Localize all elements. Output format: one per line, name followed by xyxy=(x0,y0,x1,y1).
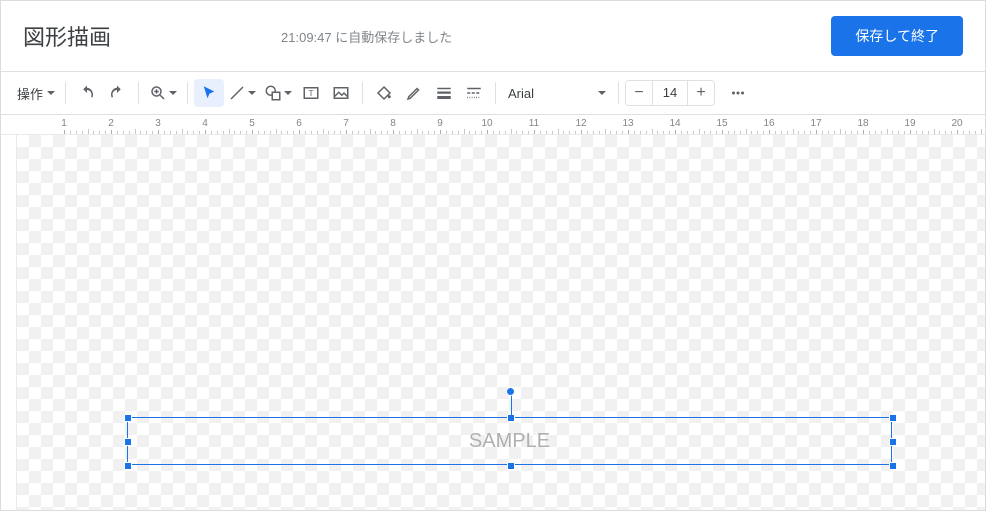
vertical-ruler xyxy=(1,135,17,510)
drawing-canvas[interactable]: SAMPLE xyxy=(17,135,985,510)
operations-menu-button[interactable]: 操作 xyxy=(13,79,59,107)
image-tool-button[interactable] xyxy=(326,79,356,107)
resize-handle[interactable] xyxy=(889,462,897,470)
cursor-icon xyxy=(200,84,218,102)
svg-text:T: T xyxy=(308,89,313,98)
select-tool-button[interactable] xyxy=(194,79,224,107)
line-dash-icon xyxy=(465,84,483,102)
chevron-down-icon xyxy=(598,91,606,95)
operations-label: 操作 xyxy=(17,84,43,103)
separator xyxy=(495,82,496,104)
selected-textbox[interactable]: SAMPLE xyxy=(127,417,892,465)
resize-handle[interactable] xyxy=(889,438,897,446)
canvas-container: SAMPLE xyxy=(1,135,985,510)
line-weight-button[interactable] xyxy=(429,79,459,107)
chevron-down-icon xyxy=(248,91,256,95)
separator xyxy=(65,82,66,104)
horizontal-ruler: 123456789101112131415161718192021 xyxy=(1,115,985,135)
separator xyxy=(138,82,139,104)
line-dash-button[interactable] xyxy=(459,79,489,107)
undo-icon xyxy=(78,84,96,102)
separator xyxy=(187,82,188,104)
rotation-handle[interactable] xyxy=(506,387,515,396)
save-and-close-button[interactable]: 保存して終了 xyxy=(831,16,963,56)
line-weight-icon xyxy=(435,84,453,102)
font-size-value[interactable]: 14 xyxy=(652,80,688,106)
textbox-content: SAMPLE xyxy=(469,430,550,453)
resize-handle[interactable] xyxy=(124,414,132,422)
separator xyxy=(618,82,619,104)
redo-icon xyxy=(108,84,126,102)
shape-tool-button[interactable] xyxy=(260,79,296,107)
paint-bucket-icon xyxy=(375,84,393,102)
toolbar: 操作 T Arial xyxy=(1,71,985,115)
image-icon xyxy=(332,84,350,102)
chevron-down-icon xyxy=(284,91,292,95)
fill-color-button[interactable] xyxy=(369,79,399,107)
font-size-control: − 14 + xyxy=(625,80,715,106)
separator xyxy=(362,82,363,104)
dialog-title: 図形描画 xyxy=(23,20,111,52)
font-family-value: Arial xyxy=(508,86,534,101)
line-color-button[interactable] xyxy=(399,79,429,107)
shape-icon xyxy=(264,84,282,102)
undo-button[interactable] xyxy=(72,79,102,107)
textbox-tool-button[interactable]: T xyxy=(296,79,326,107)
line-icon xyxy=(228,84,246,102)
dialog-header: 図形描画 21:09:47 に自動保存しました 保存して終了 xyxy=(1,1,985,71)
line-tool-button[interactable] xyxy=(224,79,260,107)
resize-handle[interactable] xyxy=(124,438,132,446)
resize-handle[interactable] xyxy=(507,462,515,470)
zoom-icon xyxy=(149,84,167,102)
font-size-decrease-button[interactable]: − xyxy=(626,80,652,106)
zoom-button[interactable] xyxy=(145,79,181,107)
redo-button[interactable] xyxy=(102,79,132,107)
more-horizontal-icon xyxy=(729,84,747,102)
more-options-button[interactable] xyxy=(723,79,753,107)
textbox-icon: T xyxy=(302,84,320,102)
font-family-selector[interactable]: Arial xyxy=(502,86,612,101)
pen-icon xyxy=(405,84,423,102)
font-size-increase-button[interactable]: + xyxy=(688,80,714,106)
autosave-status: 21:09:47 に自動保存しました xyxy=(281,27,452,46)
resize-handle[interactable] xyxy=(889,414,897,422)
chevron-down-icon xyxy=(47,91,55,95)
resize-handle[interactable] xyxy=(124,462,132,470)
chevron-down-icon xyxy=(169,91,177,95)
